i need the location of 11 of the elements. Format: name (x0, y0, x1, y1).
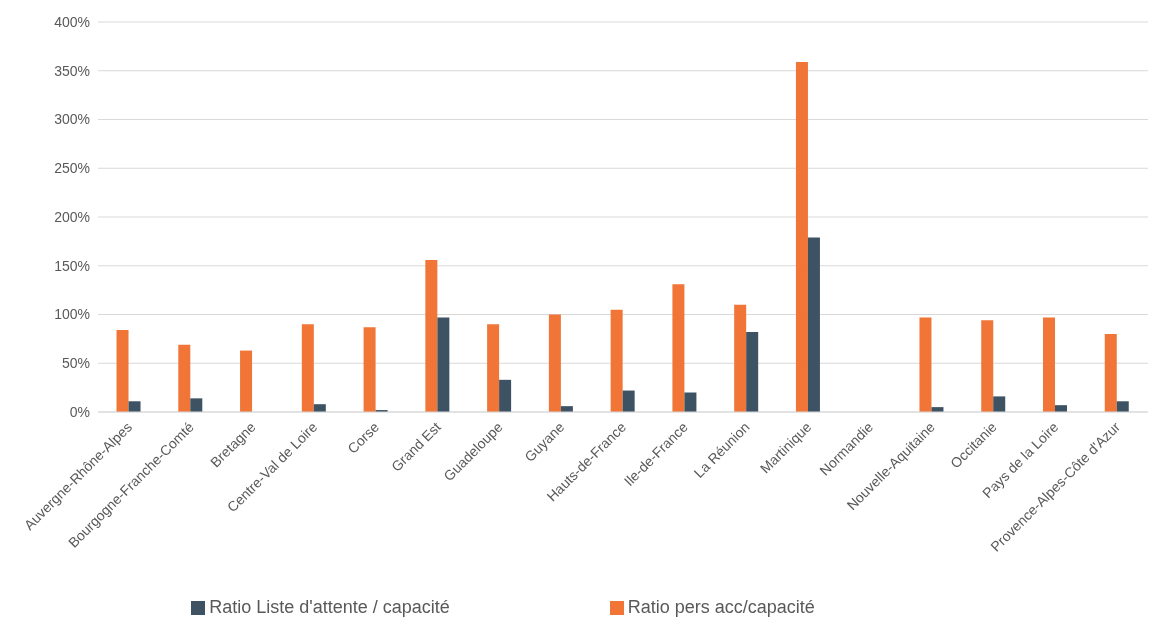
y-tick-label: 100% (54, 306, 90, 323)
y-tick-label: 200% (54, 208, 90, 225)
y-tick-label: 400% (54, 13, 90, 30)
y-tick-label: 250% (54, 160, 90, 177)
y-tick-label: 350% (54, 62, 90, 79)
y-tick-label: 0% (69, 403, 90, 420)
y-tick-label: 150% (54, 257, 90, 274)
legend-label: Ratio Liste d'attente / capacité (209, 597, 450, 617)
legend-label: Ratio pers acc/capacité (627, 597, 815, 617)
y-tick-label: 50% (61, 355, 90, 372)
y-tick-label: 300% (54, 111, 90, 128)
